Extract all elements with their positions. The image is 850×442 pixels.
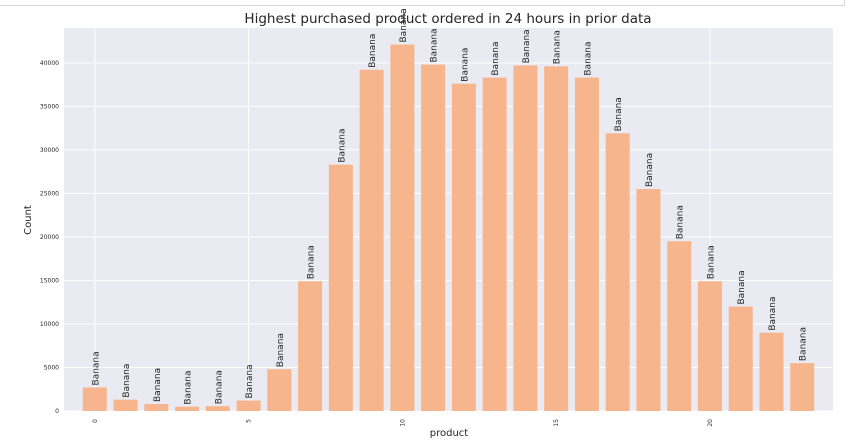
bar: [144, 404, 169, 411]
top-border: [0, 0, 845, 6]
bar: [451, 83, 476, 411]
x-tick-label: 15: [553, 419, 560, 427]
x-tick-label: 20: [707, 419, 714, 427]
bar: [574, 77, 599, 411]
y-tick-labels: 0 5000 10000 15000 20000 25000 30000 35000 40000: [40, 60, 59, 415]
bar-label: Banana: [614, 97, 624, 131]
bar: [390, 44, 415, 411]
y-tick-label: 25000: [40, 190, 59, 197]
bar-label: Banana: [676, 205, 686, 239]
chart-title: Highest purchased product ordered in 24 …: [244, 11, 651, 27]
y-axis-label: Count: [23, 205, 34, 235]
x-axis-label: product: [430, 428, 469, 439]
bar-label: Banana: [184, 371, 194, 405]
bar: [113, 399, 138, 411]
y-tick-label: 5000: [44, 364, 59, 371]
bar: [82, 387, 107, 411]
bar: [605, 133, 630, 411]
bar: [544, 66, 569, 412]
x-tick-label: 5: [246, 419, 253, 423]
x-tick-label: 10: [399, 419, 406, 427]
bar: [359, 69, 384, 412]
y-tick-label: 30000: [40, 147, 59, 154]
bar-label: Banana: [214, 370, 224, 404]
bar: [328, 164, 353, 411]
bar-label: Banana: [645, 153, 655, 187]
bar-label: Banana: [122, 364, 132, 398]
bars: [82, 44, 815, 412]
bar: [267, 369, 292, 411]
bar-label: Banana: [553, 30, 563, 64]
y-tick-label: 10000: [40, 321, 59, 328]
bar-label: Banana: [430, 28, 440, 62]
bar-labels: Banana Banana Banana Banana Banana Banana Bana…: [91, 8, 808, 404]
bar-label: Banana: [91, 351, 101, 385]
bar: [482, 77, 507, 411]
bar-label: Banana: [768, 297, 778, 331]
bar: [175, 406, 200, 411]
bar-label: Banana: [799, 327, 809, 361]
bar: [728, 306, 753, 411]
y-tick-label: 35000: [40, 103, 59, 110]
bar-label: Banana: [522, 29, 532, 63]
x-tick-label: 0: [92, 419, 99, 423]
bar-label: Banana: [276, 333, 286, 367]
bar: [790, 363, 815, 411]
y-tick-label: 0: [55, 408, 59, 415]
bar-label: Banana: [706, 245, 716, 279]
bar: [298, 281, 323, 411]
bar: [205, 406, 230, 411]
bar-label: Banana: [583, 41, 593, 75]
y-tick-label: 20000: [40, 234, 59, 241]
bar-label: Banana: [245, 364, 255, 398]
bar-label: Banana: [460, 48, 470, 82]
bar: [697, 281, 722, 411]
bar-label: Banana: [737, 270, 747, 304]
bar: [421, 64, 446, 412]
bar-label: Banana: [153, 368, 163, 402]
bar-label: Banana: [307, 245, 317, 279]
bar-label: Banana: [337, 129, 347, 163]
y-tick-label: 15000: [40, 277, 59, 284]
bar: [236, 400, 261, 411]
y-tick-label: 40000: [40, 60, 59, 67]
x-tick-labels: 0 5 10 15 20: [92, 419, 714, 427]
bar: [759, 332, 784, 411]
bar-label: Banana: [491, 41, 501, 75]
bar: [513, 65, 538, 412]
bar: [636, 189, 661, 411]
bar-label: Banana: [399, 8, 409, 42]
bar: [667, 241, 692, 411]
bar-label: Banana: [368, 34, 378, 68]
